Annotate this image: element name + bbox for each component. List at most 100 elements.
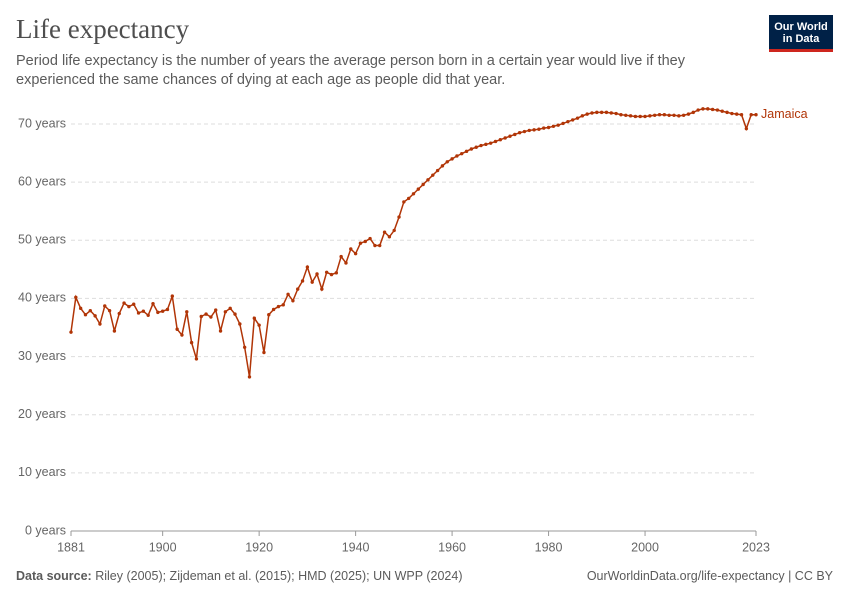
point xyxy=(638,114,642,119)
y-tick-label: 40 years xyxy=(18,291,66,305)
point xyxy=(445,160,449,164)
point xyxy=(706,107,710,111)
y-tick-label: 50 years xyxy=(18,233,66,247)
point xyxy=(479,143,483,148)
point xyxy=(566,119,570,124)
point xyxy=(725,110,729,115)
source-text: Riley (2005); Zijdeman et al. (2015); HM… xyxy=(95,569,463,583)
point xyxy=(599,110,604,115)
point xyxy=(488,141,493,145)
point xyxy=(368,236,372,241)
point xyxy=(363,239,367,244)
point xyxy=(247,375,252,379)
point xyxy=(614,111,618,116)
point xyxy=(619,112,623,117)
point xyxy=(672,113,676,117)
point xyxy=(595,110,599,115)
series-label: Jamaica xyxy=(761,107,808,121)
y-tick-label: 20 years xyxy=(18,407,66,421)
point xyxy=(233,312,237,316)
point xyxy=(112,329,117,333)
point xyxy=(392,228,396,233)
point xyxy=(160,309,165,313)
point xyxy=(575,116,580,120)
x-tick-label: 1960 xyxy=(438,540,466,554)
footer-license[interactable]: OurWorldinData.org/life-expectancy | CC … xyxy=(586,569,833,583)
point xyxy=(320,287,324,291)
x-tick-label: 2000 xyxy=(631,540,659,554)
point xyxy=(590,111,594,115)
point xyxy=(633,114,638,119)
point xyxy=(739,112,744,117)
point xyxy=(657,112,662,117)
point xyxy=(527,128,531,133)
logo[interactable]: Our World in Data xyxy=(769,15,833,52)
point xyxy=(450,157,454,161)
point xyxy=(238,322,242,326)
point xyxy=(508,134,512,138)
source-label: Data source: xyxy=(16,569,92,583)
point xyxy=(532,128,536,132)
point xyxy=(604,110,609,115)
point xyxy=(257,323,261,327)
point xyxy=(334,271,339,275)
point xyxy=(378,243,382,248)
point xyxy=(132,302,136,306)
point xyxy=(146,313,150,317)
point xyxy=(735,112,739,116)
point xyxy=(609,111,613,115)
point xyxy=(546,125,551,130)
point xyxy=(662,112,667,117)
point xyxy=(677,114,681,118)
point xyxy=(402,200,406,204)
point xyxy=(460,151,464,156)
point xyxy=(522,129,527,134)
point xyxy=(469,147,474,151)
point xyxy=(127,304,131,309)
point xyxy=(411,192,416,196)
point xyxy=(156,310,160,315)
point xyxy=(262,350,266,355)
point xyxy=(681,113,686,117)
subtitle: Period life expectancy is the number of … xyxy=(16,53,685,88)
point xyxy=(88,308,92,313)
x-tick-label: 2023 xyxy=(742,540,770,554)
point xyxy=(185,310,189,314)
point xyxy=(122,301,126,305)
point xyxy=(696,108,700,112)
point xyxy=(749,112,753,117)
point xyxy=(151,301,155,306)
point xyxy=(643,114,647,119)
point xyxy=(503,136,507,140)
point xyxy=(474,145,478,149)
point xyxy=(701,107,705,111)
point xyxy=(136,311,141,315)
point xyxy=(218,329,223,333)
point xyxy=(715,108,720,112)
point xyxy=(286,292,290,297)
point xyxy=(686,112,691,116)
point xyxy=(98,322,102,326)
point xyxy=(537,127,541,131)
point xyxy=(180,333,184,337)
point xyxy=(199,314,203,319)
point xyxy=(435,168,440,173)
point xyxy=(710,107,715,112)
y-tick-label: 30 years xyxy=(18,349,66,363)
point xyxy=(493,139,498,144)
point xyxy=(730,111,734,116)
point xyxy=(271,307,276,312)
footer-source: Data source: Riley (2005); Zijdeman et a… xyxy=(16,569,463,583)
point xyxy=(426,178,430,182)
x-tick-label: 1900 xyxy=(149,540,177,554)
point xyxy=(93,314,97,318)
point xyxy=(691,110,695,115)
logo-text: Our World xyxy=(774,21,828,33)
point xyxy=(194,357,199,361)
point xyxy=(382,230,387,234)
point xyxy=(117,311,121,316)
point xyxy=(69,330,73,334)
point xyxy=(83,313,88,317)
